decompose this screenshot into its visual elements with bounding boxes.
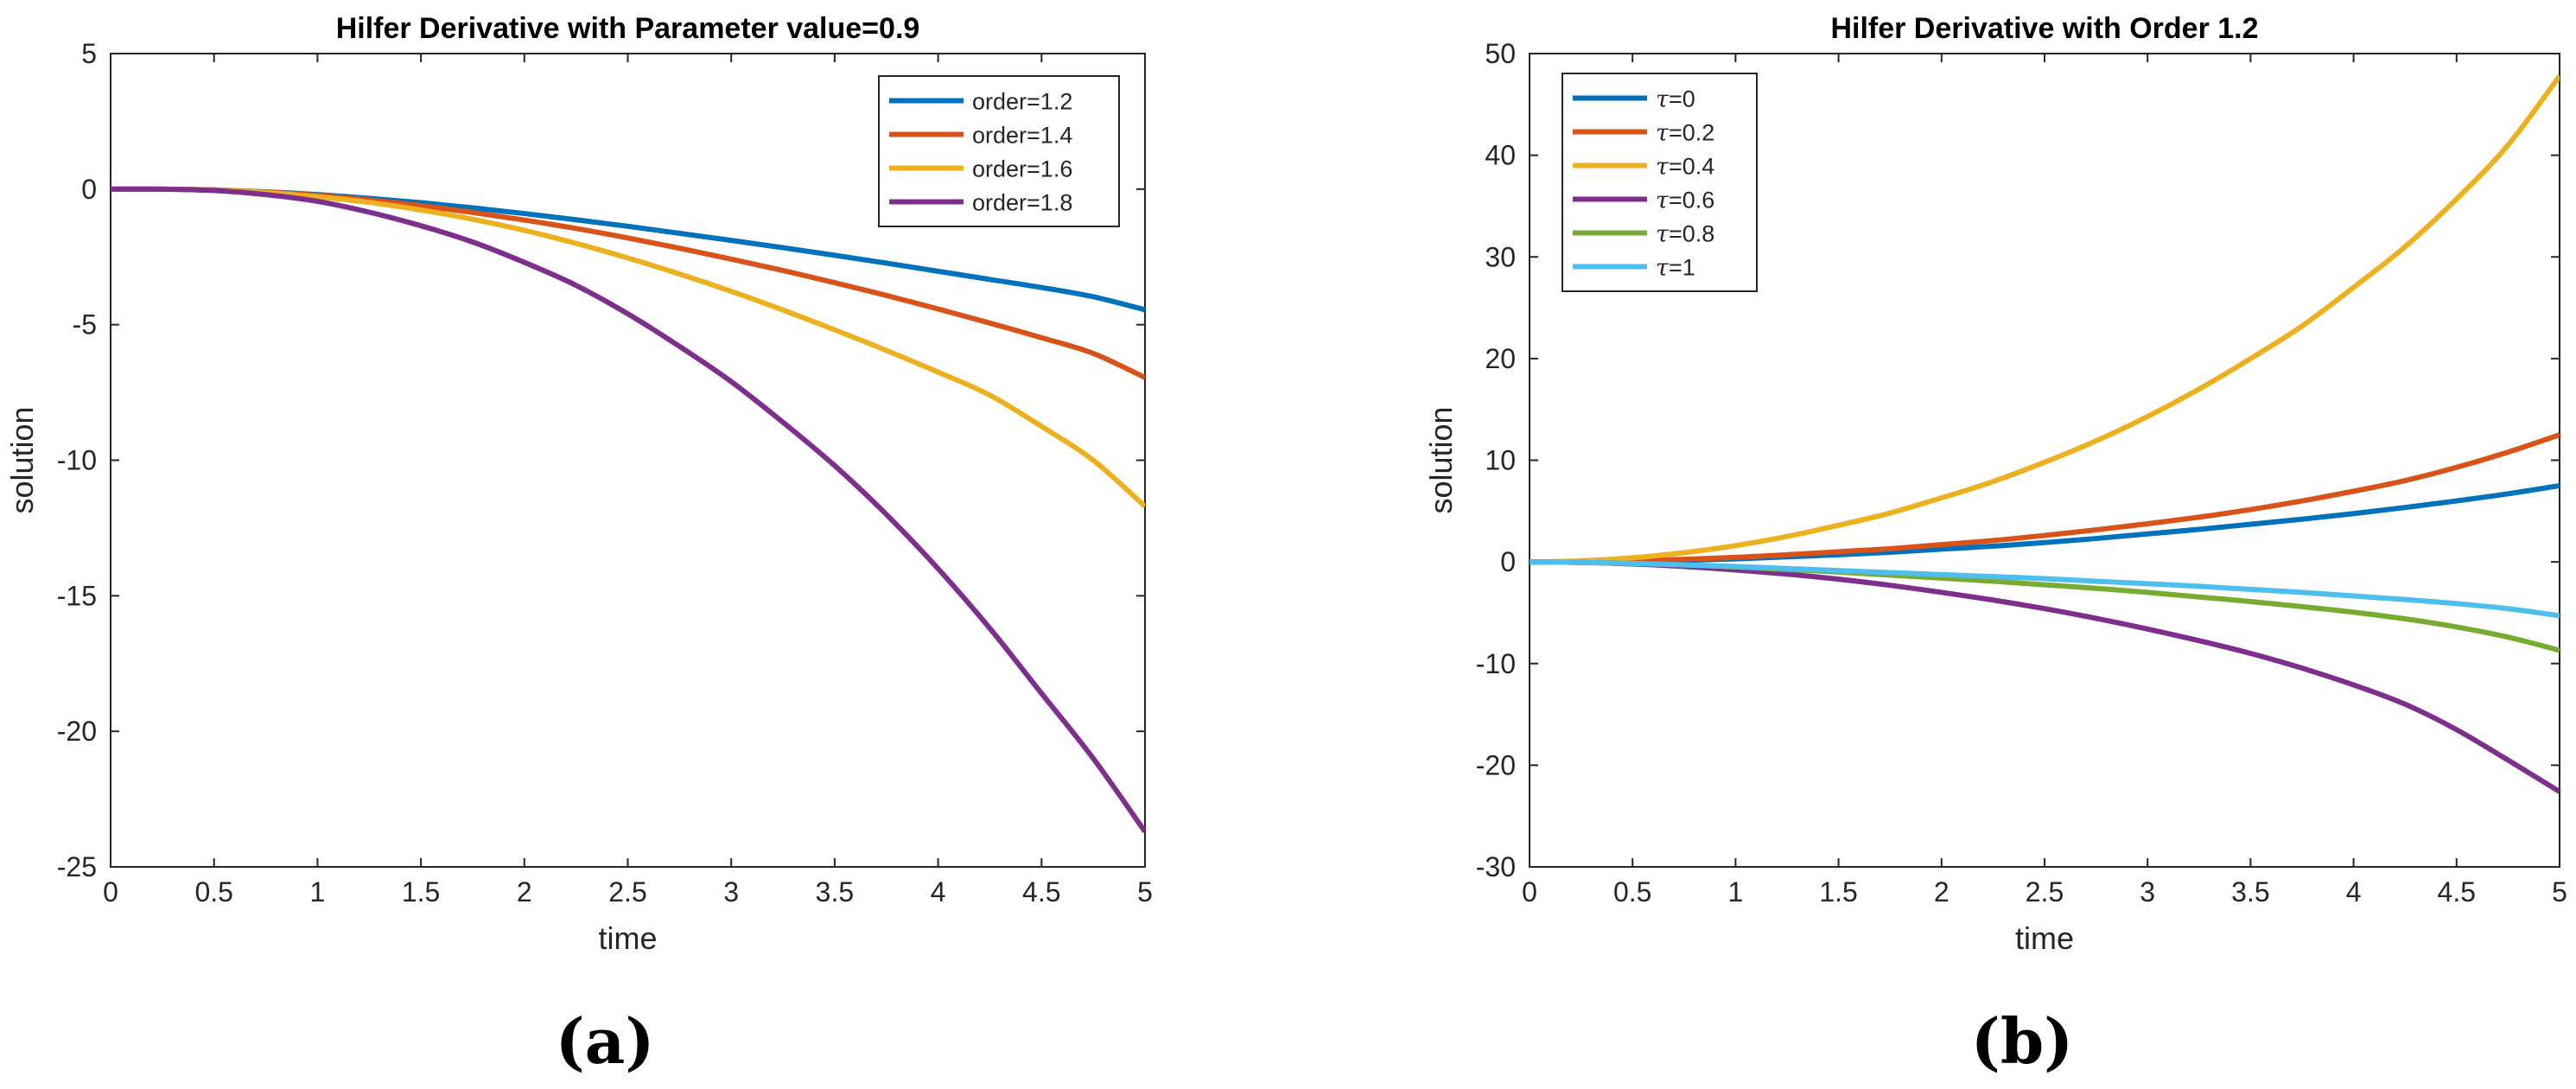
x-tick-label: 2.5 [608, 876, 646, 908]
x-tick-label: 3 [2140, 876, 2155, 908]
legend: order=1.2 order=1.4 order=1.6 order=1.8 [878, 75, 1120, 227]
series-line [111, 186, 1145, 833]
legend-label: τ=0.6 [1656, 188, 1714, 214]
series-line [1530, 74, 2560, 565]
legend-label: order=1.4 [972, 123, 1072, 149]
y-tick-label: -10 [1476, 648, 1516, 679]
x-tick-label: 5 [1137, 876, 1153, 908]
y-tick-label: -20 [1476, 749, 1516, 780]
chart-title: Hilfer Derivative with Order 1.2 [1830, 12, 2258, 45]
legend-label: τ=0 [1656, 86, 1695, 113]
x-tick-label: 3 [723, 876, 739, 908]
legend-label: τ=1 [1656, 255, 1695, 282]
series-line [111, 186, 1145, 509]
x-tick-label: 5 [2552, 876, 2567, 908]
x-tick-label: 2 [1934, 876, 1949, 908]
x-tick-label: 0 [103, 876, 118, 908]
y-tick-label: 0 [81, 174, 97, 205]
series-line [1530, 432, 2560, 565]
panel-label-b: (b) [1971, 1004, 2073, 1078]
y-tick-label: 0 [1500, 546, 1516, 577]
y-tick-label: -5 [73, 309, 97, 341]
legend: τ=0 τ=0.2 τ=0.4 τ=0.6 τ=0.8 τ=1 [1562, 73, 1758, 292]
legend-box [1562, 73, 1758, 292]
legend-label: τ=0.2 [1656, 120, 1714, 147]
y-tick-label: 20 [1485, 343, 1516, 374]
chart-title: Hilfer Derivative with Parameter value=0… [336, 12, 920, 45]
x-tick-label: 1.5 [1819, 876, 1857, 908]
legend-label: order=1.6 [972, 156, 1072, 182]
legend-label: τ=0.4 [1656, 154, 1714, 181]
legend-label: τ=0.8 [1656, 221, 1714, 248]
y-tick-label: -30 [1476, 851, 1516, 882]
series-line [1530, 559, 2560, 619]
y-tick-label: -25 [57, 851, 97, 882]
x-tick-label: 3.5 [816, 876, 854, 908]
x-tick-label: 4.5 [1022, 876, 1060, 908]
y-tick-label: -20 [57, 716, 97, 747]
x-tick-label: 1 [1728, 876, 1744, 908]
x-tick-label: 2 [517, 876, 532, 908]
y-tick-label: 50 [1485, 38, 1516, 69]
x-tick-label: 4.5 [2438, 876, 2476, 908]
x-tick-label: 0 [1522, 876, 1537, 908]
chart-panel-a: 0 0.5 1 1.5 2 2.5 3 3.5 4 4.5 5 5 0 -5 -10 -15 -20 -25 Hil… [4, 12, 1153, 956]
x-tick-label: 1 [310, 876, 326, 908]
x-axis-label: time [2015, 920, 2074, 956]
x-tick-label: 0.5 [194, 876, 232, 908]
x-tick-label: 4 [2346, 876, 2362, 908]
panel-label-a: (a) [556, 1004, 655, 1078]
y-tick-label: -15 [57, 580, 97, 611]
y-tick-label: 10 [1485, 445, 1516, 476]
y-tick-label: 5 [81, 38, 97, 69]
x-axis-label: time [598, 920, 657, 956]
y-axis-label: solution [4, 406, 40, 513]
x-tick-label: 2.5 [2026, 876, 2064, 908]
y-tick-label: 30 [1485, 241, 1516, 272]
y-axis-label: solution [1423, 406, 1459, 513]
legend-label: order=1.8 [972, 190, 1072, 216]
y-tick-label: 40 [1485, 140, 1516, 171]
x-tick-label: 3.5 [2231, 876, 2269, 908]
y-tick-label: -10 [57, 445, 97, 476]
x-tick-label: 1.5 [402, 876, 440, 908]
legend-label: order=1.2 [972, 89, 1072, 115]
x-tick-label: 0.5 [1613, 876, 1651, 908]
x-tick-label: 4 [931, 876, 946, 908]
chart-panel-b: 0 0.5 1 1.5 2 2.5 3 3.5 4 4.5 5 50 40 30 20 10 0 -10 -20 -3… [1423, 12, 2567, 956]
